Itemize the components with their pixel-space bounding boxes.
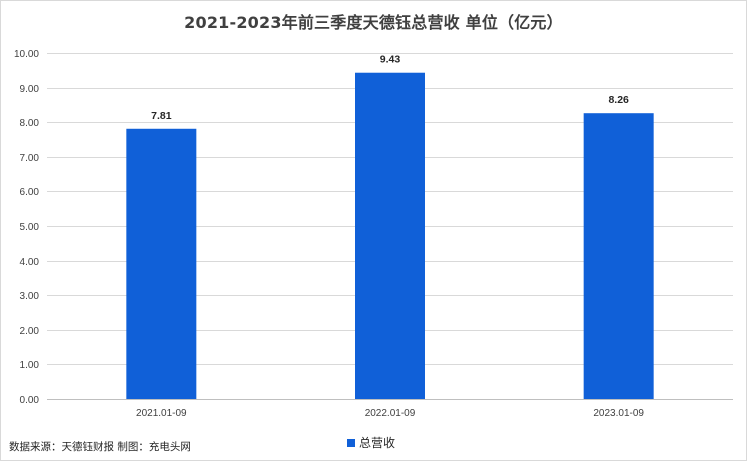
y-tick-label: 9.00	[20, 84, 40, 95]
bar	[583, 113, 654, 399]
source-note: 数据来源：天德钰财报 制图：充电头网	[9, 441, 191, 453]
data-label: 7.81	[151, 110, 172, 122]
x-tick-label: 2023.01-09	[593, 408, 644, 419]
y-tick-label: 4.00	[20, 257, 40, 268]
y-tick-label: 7.00	[20, 153, 40, 164]
y-tick-label: 0.00	[20, 395, 40, 406]
bar	[126, 128, 197, 400]
y-tick-label: 6.00	[20, 187, 40, 198]
y-tick-label: 3.00	[20, 291, 40, 302]
legend-swatch	[347, 438, 355, 447]
data-label: 9.43	[380, 54, 401, 66]
chart-title: 2021-2023年前三季度天德钰总营收 单位（亿元）	[184, 13, 563, 32]
legend-label: 总营收	[359, 436, 396, 450]
y-tick-label: 10.00	[14, 49, 39, 60]
y-tick-label: 2.00	[20, 326, 40, 337]
y-tick-label: 8.00	[20, 118, 40, 129]
data-label: 8.26	[608, 94, 629, 106]
x-tick-label: 2022.01-09	[365, 408, 416, 419]
y-tick-label: 5.00	[20, 222, 40, 233]
x-tick-label: 2021.01-09	[136, 408, 187, 419]
y-tick-label: 1.00	[20, 360, 40, 371]
legend: 总营收	[347, 434, 395, 451]
bar	[355, 72, 425, 400]
